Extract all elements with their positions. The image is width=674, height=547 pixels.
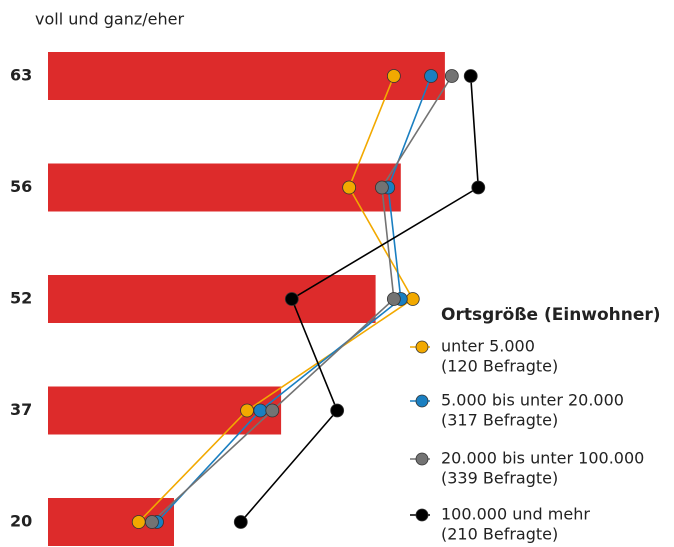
series-point	[284, 292, 299, 306]
bar	[48, 275, 376, 323]
series-point	[405, 292, 420, 306]
series-point	[342, 180, 357, 195]
legend-note: (317 Befragte)	[441, 411, 558, 430]
legend-marker	[415, 340, 429, 354]
legend-label: 100.000 und mehr	[441, 505, 590, 524]
series-point	[424, 69, 438, 83]
legend-label: 20.000 bis unter 100.000	[441, 449, 644, 468]
series-point	[265, 403, 280, 418]
series-point	[444, 69, 459, 83]
bar	[48, 52, 445, 100]
legend-marker	[415, 394, 429, 408]
series-point	[386, 69, 401, 83]
series-point	[240, 403, 254, 418]
bar-label: 37	[10, 400, 32, 419]
legend-note: (120 Befragte)	[441, 357, 558, 376]
legend-label: unter 5.000	[441, 337, 535, 356]
legend-marker	[415, 452, 429, 466]
legend-note: (339 Befragte)	[441, 469, 558, 488]
bar-label: 52	[10, 289, 32, 308]
series-point	[253, 403, 268, 418]
bar-label: 20	[10, 512, 32, 531]
series-point	[131, 515, 146, 529]
series-point	[374, 180, 389, 195]
legend-note: (210 Befragte)	[441, 525, 558, 544]
legend-label: 5.000 bis unter 20.000	[441, 391, 624, 410]
series-point	[330, 403, 345, 418]
series-point	[471, 180, 486, 195]
bar-label: 63	[10, 66, 32, 85]
chart-title: voll und ganz/eher	[35, 10, 184, 29]
legend-marker	[415, 508, 429, 522]
series-point	[386, 292, 401, 306]
series-point	[233, 515, 248, 529]
bar	[48, 163, 401, 212]
series-point	[463, 69, 478, 83]
bar-label: 56	[10, 177, 32, 196]
legend-title: Ortsgröße (Einwohner)	[441, 305, 661, 325]
series-point	[145, 515, 159, 529]
